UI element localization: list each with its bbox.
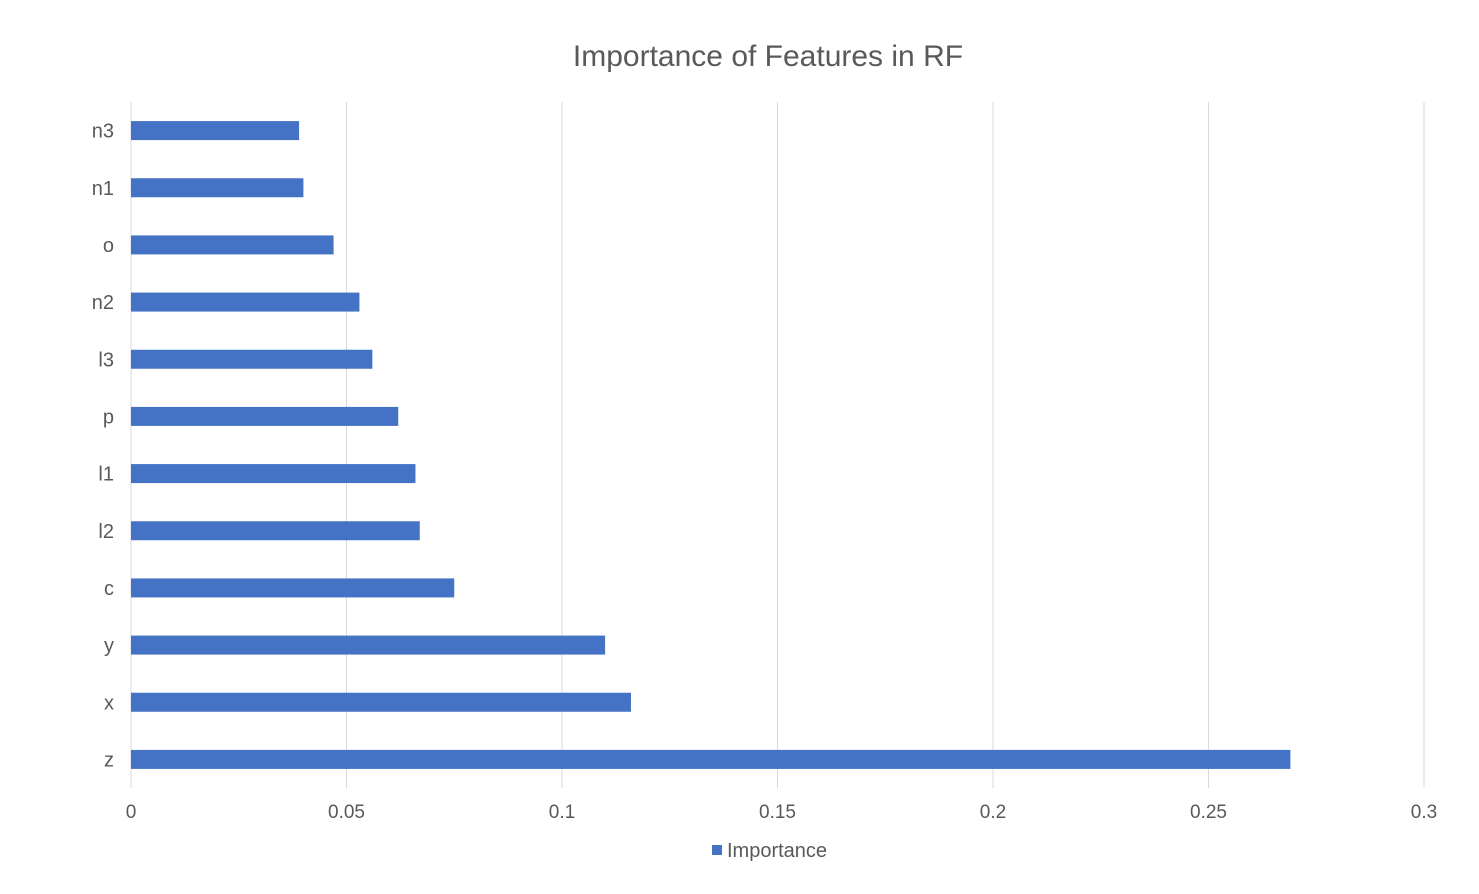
x-tick-label: 0.1: [549, 802, 575, 823]
gridlines: [130, 102, 1425, 788]
bar-n2: [131, 292, 360, 312]
bar-n1: [131, 178, 304, 198]
x-tick-label: 0.15: [759, 802, 796, 823]
x-tick-label: 0.05: [328, 802, 365, 823]
category-label-n2: n2: [92, 292, 114, 314]
bar-l1: [131, 464, 416, 484]
x-tick-label: 0.3: [1411, 802, 1437, 823]
category-label-x: x: [104, 692, 114, 714]
bar-o: [131, 235, 334, 255]
bar-l3: [131, 349, 373, 369]
bar-p: [131, 406, 399, 426]
category-labels: z x y c l2 l1 p l3 n2 o n1 n3: [92, 121, 114, 772]
bar-y: [131, 635, 606, 655]
category-label-z: z: [104, 749, 114, 771]
legend-swatch: [712, 845, 722, 855]
category-label-n1: n1: [92, 178, 114, 200]
category-label-o: o: [103, 235, 114, 257]
bar-x: [131, 692, 631, 712]
category-label-l1: l1: [98, 464, 114, 486]
x-tick-label: 0: [126, 802, 137, 823]
category-label-p: p: [103, 406, 114, 428]
legend: Importance: [712, 840, 827, 862]
bar-n3: [131, 121, 300, 141]
bars: [131, 121, 1291, 769]
bar-l2: [131, 521, 420, 541]
category-label-n3: n3: [92, 121, 114, 143]
category-label-l2: l2: [98, 521, 114, 543]
x-axis-tick-labels: 0 0.05 0.1 0.15 0.2 0.25 0.3: [126, 802, 1438, 823]
bar-z: [131, 749, 1291, 769]
x-tick-label: 0.25: [1190, 802, 1227, 823]
category-label-y: y: [104, 635, 114, 657]
bar-c: [131, 578, 455, 598]
category-label-l3: l3: [98, 349, 114, 371]
category-label-c: c: [104, 578, 114, 600]
chart-title: Importance of Features in RF: [573, 40, 963, 73]
legend-label: Importance: [727, 840, 827, 862]
x-tick-label: 0.2: [980, 802, 1006, 823]
